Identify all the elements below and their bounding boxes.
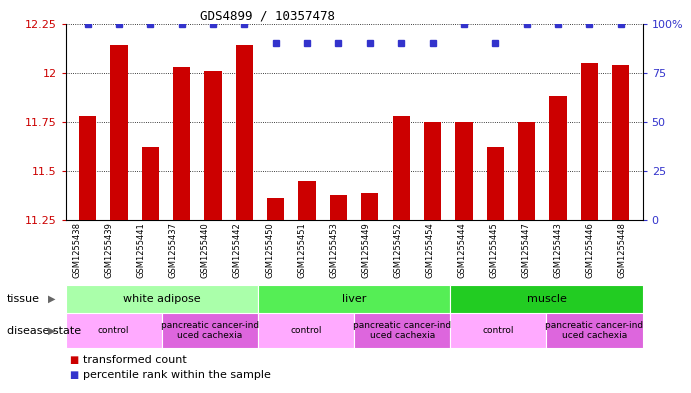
- Text: GSM1255444: GSM1255444: [457, 222, 466, 278]
- Text: ▶: ▶: [48, 294, 55, 304]
- Text: control: control: [290, 326, 322, 335]
- Bar: [455, 122, 473, 220]
- Bar: [547, 313, 643, 348]
- Bar: [354, 313, 451, 348]
- Bar: [258, 285, 451, 313]
- Text: GSM1255441: GSM1255441: [137, 222, 146, 278]
- Text: GSM1255454: GSM1255454: [425, 222, 434, 278]
- Bar: [549, 96, 567, 220]
- Text: pancreatic cancer-ind
uced cachexia: pancreatic cancer-ind uced cachexia: [353, 321, 451, 340]
- Bar: [612, 65, 630, 220]
- Text: GSM1255437: GSM1255437: [169, 222, 178, 278]
- Bar: [580, 63, 598, 220]
- Text: GSM1255440: GSM1255440: [201, 222, 210, 278]
- Bar: [392, 116, 410, 220]
- Bar: [267, 198, 285, 220]
- Text: tissue: tissue: [7, 294, 40, 304]
- Text: GSM1255451: GSM1255451: [297, 222, 306, 278]
- Bar: [330, 195, 347, 220]
- Text: ■: ■: [69, 354, 78, 365]
- Text: GDS4899 / 10357478: GDS4899 / 10357478: [200, 10, 335, 23]
- Text: transformed count: transformed count: [83, 354, 187, 365]
- Bar: [66, 313, 162, 348]
- Bar: [361, 193, 379, 220]
- Text: GSM1255453: GSM1255453: [329, 222, 338, 278]
- Bar: [236, 45, 253, 220]
- Text: GSM1255443: GSM1255443: [553, 222, 562, 278]
- Text: GSM1255445: GSM1255445: [489, 222, 498, 278]
- Text: muscle: muscle: [527, 294, 567, 304]
- Bar: [424, 122, 441, 220]
- Bar: [79, 116, 96, 220]
- Bar: [162, 313, 258, 348]
- Bar: [111, 45, 128, 220]
- Text: pancreatic cancer-ind
uced cachexia: pancreatic cancer-ind uced cachexia: [545, 321, 643, 340]
- Bar: [258, 313, 354, 348]
- Text: liver: liver: [342, 294, 366, 304]
- Text: percentile rank within the sample: percentile rank within the sample: [83, 370, 271, 380]
- Text: pancreatic cancer-ind
uced cachexia: pancreatic cancer-ind uced cachexia: [161, 321, 259, 340]
- Text: GSM1255446: GSM1255446: [585, 222, 594, 278]
- Text: white adipose: white adipose: [123, 294, 200, 304]
- Text: disease state: disease state: [7, 325, 81, 336]
- Bar: [66, 285, 258, 313]
- Text: GSM1255450: GSM1255450: [265, 222, 274, 278]
- Text: GSM1255449: GSM1255449: [361, 222, 370, 278]
- Bar: [173, 67, 190, 220]
- Text: GSM1255452: GSM1255452: [393, 222, 402, 278]
- Text: ▶: ▶: [48, 325, 55, 336]
- Bar: [205, 71, 222, 220]
- Bar: [142, 147, 159, 220]
- Text: ■: ■: [69, 370, 78, 380]
- Text: GSM1255447: GSM1255447: [522, 222, 531, 278]
- Text: control: control: [98, 326, 129, 335]
- Text: GSM1255439: GSM1255439: [105, 222, 114, 278]
- Text: control: control: [482, 326, 514, 335]
- Bar: [486, 147, 504, 220]
- Bar: [518, 122, 536, 220]
- Bar: [451, 285, 643, 313]
- Text: GSM1255442: GSM1255442: [233, 222, 242, 278]
- Bar: [299, 181, 316, 220]
- Bar: [451, 313, 547, 348]
- Text: GSM1255448: GSM1255448: [618, 222, 627, 278]
- Text: GSM1255438: GSM1255438: [73, 222, 82, 278]
